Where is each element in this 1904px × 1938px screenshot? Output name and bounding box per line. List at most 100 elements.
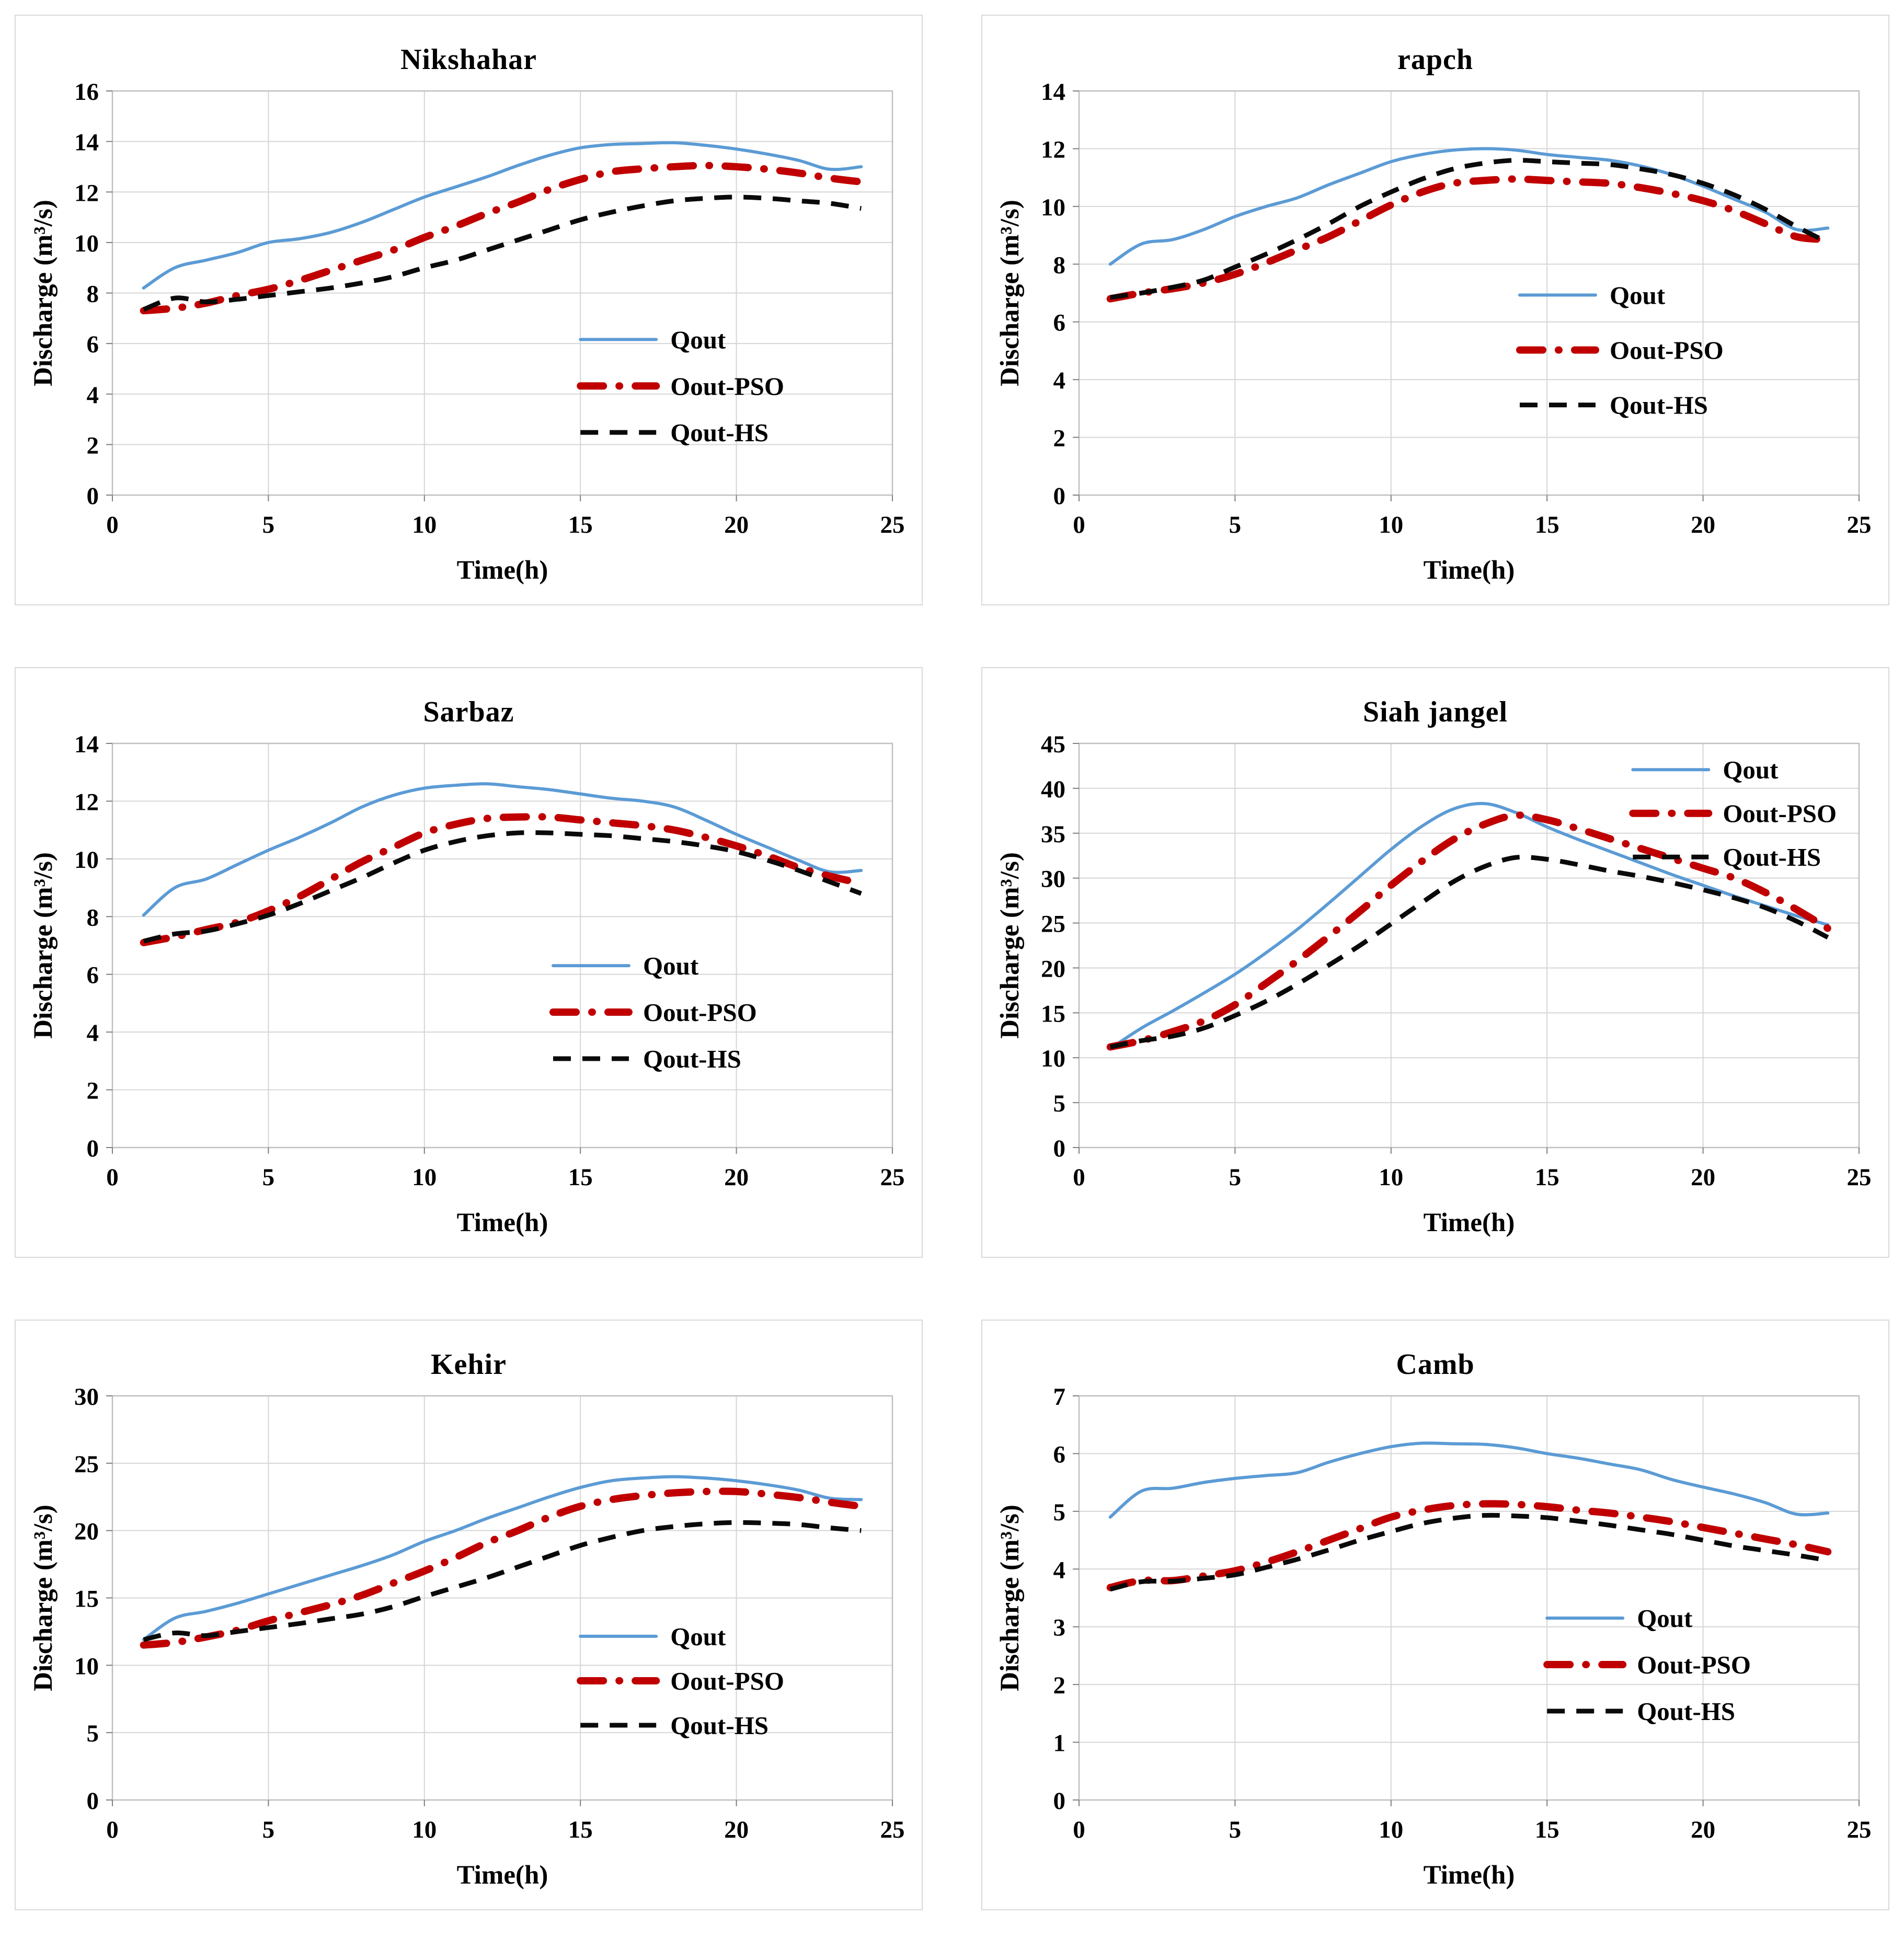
x-tick-label: 5	[262, 1164, 274, 1191]
y-axis-label: Discharge (m³/s)	[29, 200, 58, 386]
y-tick-label: 1	[1053, 1730, 1065, 1757]
x-tick-label: 15	[1534, 1164, 1559, 1191]
legend-label: Oout-PSO	[670, 372, 784, 400]
y-tick-label: 15	[1041, 1000, 1065, 1027]
plot-border	[1078, 90, 1860, 496]
y-tick-label: 0	[1053, 1135, 1065, 1162]
x-axis-label: Time(h)	[1423, 556, 1515, 585]
y-tick-label: 0	[86, 483, 99, 510]
y-axis-label: Discharge (m³/s)	[29, 852, 58, 1039]
legend-label: Qout-HS	[670, 1711, 769, 1740]
x-tick-label: 15	[568, 1164, 592, 1191]
x-tick-label: 25	[1846, 1816, 1871, 1843]
legend-entry: Oout-PSO	[1516, 336, 1723, 364]
x-tick-label: 0	[1073, 1816, 1085, 1843]
legend-entry: Oout-PSO	[576, 1667, 784, 1695]
legend: Qout Oout-PSO Qout-HS	[549, 951, 756, 1073]
x-tick-label: 15	[1534, 511, 1559, 538]
y-tick-label: 12	[1041, 136, 1065, 163]
legend-label: Qout	[1723, 755, 1779, 784]
y-tick-label: 30	[74, 1384, 99, 1411]
x-tick-label: 20	[724, 511, 749, 538]
x-tick-label: 10	[412, 1816, 437, 1843]
legend-entry: Qout-HS	[580, 1711, 769, 1740]
legend-entry: Qout	[578, 325, 726, 354]
y-axis-label: Discharge (m³/s)	[995, 852, 1025, 1039]
x-tick-label: 25	[1846, 1164, 1871, 1191]
legend: Qout Oout-PSO Qout-HS	[576, 1622, 784, 1740]
y-tick-label: 2	[1053, 425, 1065, 452]
x-tick-label: 20	[1691, 1816, 1715, 1843]
x-tick-label: 20	[724, 1164, 749, 1191]
y-tick-label: 12	[74, 788, 99, 816]
y-tick-label: 14	[1041, 79, 1065, 106]
legend-entry: Qout	[1545, 1604, 1693, 1633]
plot-grid	[111, 90, 893, 496]
y-tick-label: 0	[86, 1135, 99, 1162]
legend-label: Qout-HS	[643, 1045, 741, 1073]
x-tick-label: 10	[1379, 511, 1403, 538]
legend-label: Qout-HS	[670, 418, 769, 447]
x-tick-label: 5	[1229, 511, 1241, 538]
x-tick-label: 5	[1229, 1164, 1241, 1191]
legend-label: Oout-PSO	[1609, 336, 1723, 364]
y-tick-label: 5	[1053, 1090, 1065, 1117]
legend: Qout Oout-PSO Qout-HS	[1628, 755, 1837, 871]
plot-grid	[111, 743, 893, 1148]
legend-label: Qout-HS	[1609, 391, 1707, 420]
y-tick-label: 8	[1053, 251, 1065, 279]
series-Qout	[142, 1475, 863, 1642]
legend: Qout Oout-PSO Qout-HS	[1543, 1604, 1750, 1726]
y-tick-label: 10	[74, 1653, 99, 1680]
y-tick-label: 10	[74, 230, 99, 257]
x-tick-label: 0	[106, 511, 119, 538]
legend-entry: Qout-HS	[1632, 843, 1821, 871]
y-tick-label: 6	[86, 962, 99, 989]
chart-title: Siah jangel	[1362, 696, 1508, 728]
x-tick-label: 20	[1691, 1164, 1715, 1191]
chart-title: Kehir	[431, 1348, 507, 1381]
chart-svg-nikshahar: 0 2 4 6 8 10 12 14 16 0 5 10 15 20 25 Time(h) Discharge …	[29, 79, 905, 585]
x-tick-label: 25	[880, 1164, 904, 1191]
x-tick-label: 25	[880, 1816, 904, 1843]
chart-title: Sarbaz	[423, 696, 514, 728]
y-axis-label: Discharge (m³/s)	[995, 1505, 1025, 1691]
chart-panel-camb: Camb 0 1 2 3 4 5 6 7 0 5 10 15 20 25 Time(h) Discharge …	[981, 1320, 1889, 1910]
chart-svg-kehir: 0 5 10 15 20 25 30 0 5 10 15 20 25 Time(h) Discharge (…	[29, 1384, 905, 1890]
series-Qout-HS	[1109, 1512, 1828, 1592]
x-tick-label: 20	[724, 1816, 749, 1843]
y-tick-label: 2	[86, 1077, 99, 1105]
y-tick-label: 10	[1041, 194, 1065, 221]
x-tick-label: 5	[1229, 1816, 1241, 1843]
x-axis-label: Time(h)	[1423, 1208, 1515, 1237]
y-tick-label: 25	[1041, 911, 1065, 938]
y-tick-label: 20	[74, 1518, 99, 1545]
x-axis-label: Time(h)	[456, 556, 548, 585]
x-axis-label: Time(h)	[456, 1208, 548, 1237]
legend-label: Qout-HS	[1637, 1697, 1735, 1726]
x-tick-label: 10	[412, 1164, 437, 1191]
series-Qout	[1108, 801, 1829, 1051]
plot-border	[1078, 1395, 1860, 1801]
series-Qout-HS	[1109, 157, 1829, 300]
y-axis-label: Discharge (m³/s)	[29, 1505, 58, 1691]
y-tick-label: 10	[74, 846, 99, 874]
chart-title: rapch	[1397, 43, 1473, 76]
chart-panel-kehir: Kehir 0 5 10 15 20 25 30 0 5 10 15 20 25 Time(h) Disch…	[15, 1320, 923, 1910]
series-Qout-HS	[142, 194, 862, 312]
series-Oout-PSO	[140, 162, 865, 315]
chart-panel-sarbaz: Sarbaz 0 2 4 6 8 10 12 14 0 5 10 15 20 25 Time(h) Disch…	[15, 667, 923, 1258]
x-tick-label: 15	[568, 1816, 592, 1843]
plot-border	[111, 742, 893, 1149]
legend-entry: Qout	[1631, 755, 1779, 784]
series-Qout-HS	[143, 830, 862, 944]
x-tick-label: 0	[106, 1816, 119, 1843]
x-tick-label: 10	[412, 511, 437, 538]
axes: 0 2 4 6 8 10 12 14 0 5 10 15 20 25	[74, 732, 905, 1191]
x-tick-label: 25	[1846, 511, 1871, 538]
y-tick-label: 35	[1041, 821, 1065, 848]
y-tick-label: 2	[86, 432, 99, 459]
plot-grid	[1078, 1395, 1860, 1801]
series-Qout-HS	[1109, 854, 1829, 1050]
x-axis-label: Time(h)	[1423, 1861, 1515, 1890]
